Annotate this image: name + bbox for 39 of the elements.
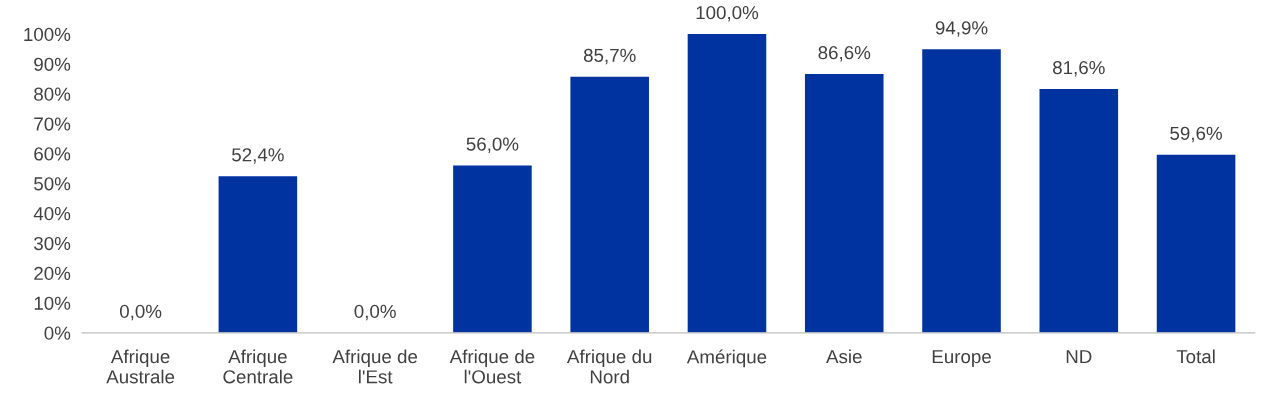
data-label: 59,6% — [1170, 126, 1222, 143]
y-tick-label: 100% — [24, 27, 71, 42]
data-label: 56,0% — [466, 137, 519, 153]
y-tick-label: 40% — [33, 207, 71, 221]
x-tick-label: Total — [1176, 349, 1215, 364]
data-label: 0,0% — [354, 304, 396, 321]
x-tick-label: Afrique du Nord — [567, 349, 652, 384]
bar — [218, 176, 298, 333]
y-tick-label: 90% — [34, 57, 71, 71]
data-label: 86,6% — [818, 46, 871, 62]
data-label: 52,4% — [232, 148, 284, 164]
data-label: 94,9% — [935, 21, 988, 37]
bar — [1156, 154, 1236, 333]
y-tick-label: 10% — [34, 296, 71, 310]
y-tick-label: 50% — [34, 177, 71, 191]
bar — [922, 49, 1001, 333]
bar — [804, 74, 884, 333]
data-label: 0,0% — [119, 304, 162, 321]
x-tick-label: Afrique Australe — [106, 349, 175, 384]
bar — [453, 165, 532, 333]
x-tick-label: ND — [1066, 350, 1092, 364]
x-tick-label: Amérique — [686, 349, 767, 368]
y-tick-label: 60% — [34, 147, 71, 161]
y-tick-label: 20% — [34, 266, 71, 281]
y-tick-label: 70% — [34, 117, 71, 131]
data-label: 100,0% — [696, 5, 759, 22]
data-label: 85,7% — [583, 48, 636, 65]
x-tick-label: Afrique de l'Est — [332, 349, 418, 384]
y-tick-label: 0% — [44, 326, 71, 340]
x-tick-label: Europe — [932, 350, 991, 367]
x-tick-label: Asie — [826, 349, 862, 364]
bar — [570, 76, 649, 333]
x-tick-label: Afrique Centrale — [223, 349, 293, 384]
y-tick-label: 30% — [34, 236, 71, 251]
y-tick-label: 80% — [34, 87, 71, 101]
bar — [1039, 89, 1119, 333]
data-label: 81,6% — [1053, 60, 1105, 77]
x-tick-label: Afrique de l'Ouest — [449, 349, 535, 384]
bar — [687, 34, 767, 333]
